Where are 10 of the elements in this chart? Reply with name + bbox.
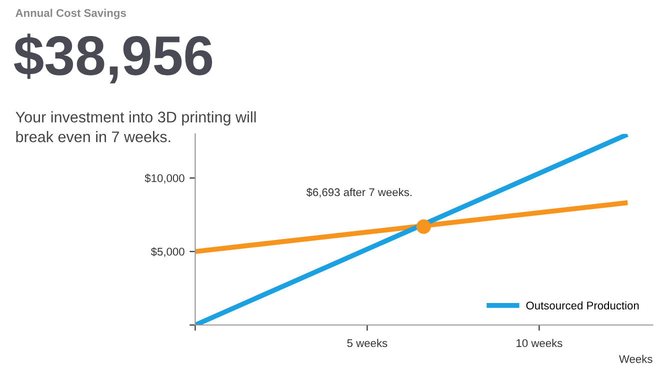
annotation: Your investment into 3D printing will break even in 7 weeks. xyxy=(16,111,256,142)
x-tick-label: 5 weeks xyxy=(347,338,388,348)
x-axis-title: Weeks xyxy=(619,354,652,363)
annotation: $6,693 after 7 weeks. xyxy=(306,188,412,198)
x-tick-label: 10 weeks xyxy=(516,338,562,348)
y-tick-label: $10,000 xyxy=(144,174,184,184)
y-tick-label: $5,000 xyxy=(150,247,184,257)
legend-label: Outsourced Production xyxy=(526,301,639,310)
chart-subtitle: $38,956 xyxy=(14,34,212,84)
text: Annual Cost Savings xyxy=(16,8,126,20)
